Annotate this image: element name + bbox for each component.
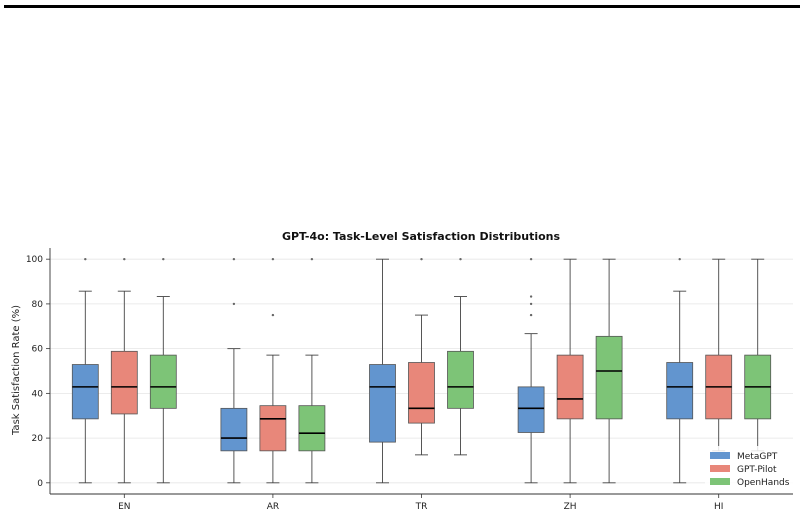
box-ar-metagpt	[220, 257, 248, 484]
top-rule	[4, 5, 800, 8]
y-axis-label: Task Satisfaction Rate (%)	[11, 305, 22, 436]
iqr-box	[666, 362, 694, 420]
y-tick-label: 20	[32, 434, 44, 444]
box-ar-gpt-pilot	[259, 257, 287, 484]
box-hi-gpt-pilot	[705, 258, 733, 452]
x-tick-label: HI	[714, 502, 723, 512]
x-tick-label: EN	[118, 502, 130, 512]
x-tick-label: AR	[267, 502, 279, 512]
box-en-gpt-pilot	[110, 257, 138, 484]
iqr-box	[110, 350, 138, 415]
outlier-point	[529, 313, 533, 317]
outlier-point	[271, 257, 275, 261]
outlier-point	[84, 257, 87, 261]
outlier-point	[123, 257, 126, 261]
y-tick-label: 60	[32, 345, 44, 355]
outlier-point	[310, 257, 314, 261]
box-hi-openhands	[744, 258, 772, 452]
y-tick-label: 100	[26, 255, 43, 265]
legend-label: OpenHands	[737, 478, 790, 488]
iqr-box	[71, 364, 99, 420]
iqr-box	[517, 386, 545, 433]
legend-swatch	[710, 478, 730, 485]
iqr-box	[259, 405, 287, 452]
iqr-box	[556, 354, 584, 420]
outlier-point	[678, 257, 681, 261]
outlier-point	[529, 302, 533, 306]
legend: MetaGPT GPT-Pilot OpenHands	[705, 446, 793, 492]
iqr-box	[595, 335, 623, 420]
outlier-point	[232, 302, 236, 306]
x-ticks: EN AR TR ZH HI	[118, 494, 723, 512]
box-tr-gpt-pilot	[408, 257, 435, 456]
box-ar-openhands	[298, 257, 326, 484]
iqr-box	[298, 405, 326, 452]
outlier-point	[232, 257, 236, 261]
box-hi-metagpt	[666, 257, 694, 484]
y-tick-label: 80	[32, 300, 44, 310]
box-en-metagpt	[71, 257, 99, 484]
box-tr-metagpt	[369, 258, 396, 484]
outlier-point	[271, 313, 275, 317]
iqr-box	[220, 407, 248, 452]
y-ticks: 0 20 40 60 80 100	[26, 255, 50, 489]
box-en-openhands	[149, 257, 177, 484]
legend-label: MetaGPT	[737, 452, 778, 462]
legend-label: GPT-Pilot	[737, 465, 777, 475]
y-tick-label: 40	[32, 389, 44, 399]
y-tick-label: 0	[37, 479, 43, 489]
chart-title: GPT-4o: Task-Level Satisfaction Distribu…	[282, 230, 561, 243]
iqr-box	[149, 354, 177, 409]
boxes	[71, 257, 772, 484]
legend-swatch	[710, 452, 730, 459]
x-tick-label: TR	[415, 502, 428, 512]
outlier-point	[529, 257, 533, 261]
legend-swatch	[710, 465, 730, 472]
outlier-point	[420, 257, 423, 261]
box-zh-gpt-pilot	[556, 258, 584, 484]
box-zh-openhands	[595, 258, 623, 484]
box-tr-openhands	[447, 257, 474, 456]
outlier-point	[459, 257, 462, 261]
iqr-box	[369, 364, 396, 443]
outlier-point	[529, 295, 533, 298]
outlier-point	[162, 257, 165, 261]
iqr-box	[408, 362, 435, 424]
x-tick-label: ZH	[564, 502, 577, 512]
box-zh-metagpt	[517, 257, 545, 484]
iqr-box	[447, 350, 474, 409]
